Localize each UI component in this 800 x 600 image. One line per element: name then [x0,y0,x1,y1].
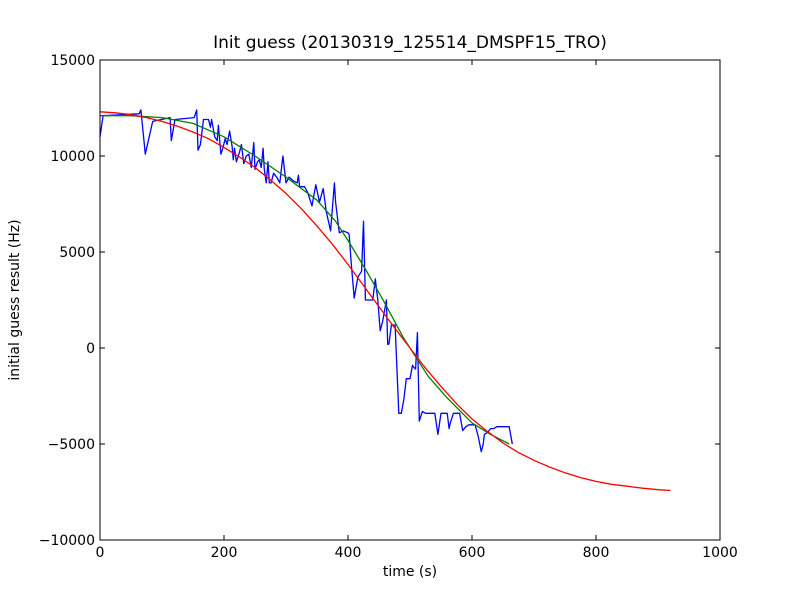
y-tick-label: 10000 [50,149,95,165]
x-tick-label: 600 [459,545,486,561]
y-tick-label: 5000 [59,245,95,261]
y-axis-label: initial guess result (Hz) [7,219,23,380]
series-line-1 [100,115,510,445]
y-tick-label: 15000 [50,53,95,69]
plot-frame [99,59,721,541]
y-tick-label: −5000 [48,437,95,453]
x-tick-label: 0 [96,545,105,561]
x-tick-label: 800 [583,545,610,561]
plot-area [100,60,720,540]
series-line-2 [99,111,671,492]
chart-title: Init guess (20130319_125514_DMSPF15_TRO) [213,33,607,53]
x-axis-label: time (s) [383,564,437,580]
x-tick-label: 200 [211,545,238,561]
x-tick-label: 1000 [702,545,738,561]
y-tick-label: −10000 [39,533,95,549]
series-line-0 [99,109,513,453]
tick-layer: 0 200 400 600 800 1000 −10000 −5000 0 5000 10000 15… [39,53,738,561]
series-layer [99,109,671,492]
y-tick-label: 0 [86,341,95,357]
x-tick-label: 400 [335,545,362,561]
